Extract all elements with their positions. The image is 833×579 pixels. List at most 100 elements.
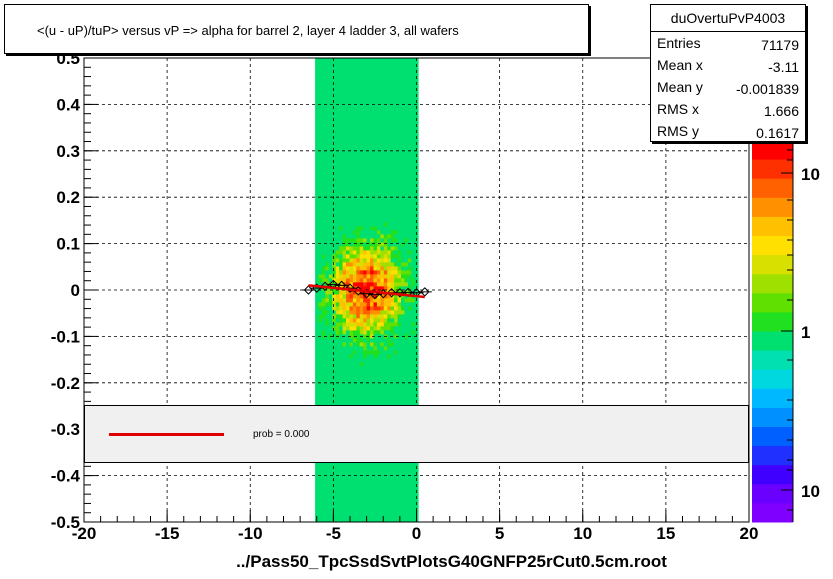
heatmap-cell [390,390,395,395]
heatmap-cell [383,214,388,219]
heatmap-cell [352,258,357,263]
heatmap-cell [318,326,323,331]
heatmap-cell [356,506,361,511]
heatmap-cell [376,486,381,491]
heatmap-cell [390,94,395,99]
heatmap-cell [366,74,371,79]
heatmap-cell [356,218,361,223]
heatmap-cell [411,502,416,507]
heatmap-cell [328,90,333,95]
heatmap-cell [321,74,326,79]
y-tick-label: 0.2 [56,188,80,207]
heatmap-cell [407,330,412,335]
heatmap-cell [414,186,419,191]
heatmap-cell [359,294,364,299]
heatmap-cell [332,370,337,375]
heatmap-cell [359,122,364,127]
heatmap-cell [397,498,402,503]
heatmap-cell [349,518,354,523]
heatmap-cell [363,58,368,63]
heatmap-cell [356,478,361,483]
heatmap-cell [318,146,323,151]
heatmap-cell [315,358,319,363]
heatmap-cell [349,314,354,319]
heatmap-cell [366,90,371,95]
heatmap-cell [356,350,361,355]
heatmap-cell [366,106,371,111]
heatmap-cell [363,110,368,115]
heatmap-cell [407,154,412,159]
heatmap-cell [376,170,381,175]
heatmap-cell [400,266,405,271]
heatmap-cell [404,178,409,183]
colorbar-swatch [752,197,793,217]
heatmap-cell [383,282,388,287]
heatmap-cell [342,290,347,295]
heatmap-cell [349,390,354,395]
heatmap-cell [356,186,361,191]
heatmap-cell [346,370,350,375]
heatmap-cell [339,226,343,231]
heatmap-cell [394,214,398,219]
heatmap-cell [346,202,350,207]
heatmap-cell [335,462,340,467]
y-tick-label: 0 [71,281,80,300]
heatmap-cell [332,170,337,175]
heatmap-cell [325,278,330,283]
heatmap-cell [370,62,374,67]
heatmap-cell [366,322,371,327]
heatmap-cell [394,230,398,235]
heatmap-cell [332,122,337,127]
heatmap-cell [352,402,357,407]
heatmap-cell [373,166,378,171]
heatmap-cell [342,130,347,135]
heatmap-cell [342,198,347,203]
heatmap-cell [356,398,361,403]
heatmap-cell [383,342,388,347]
heatmap-cell [356,194,361,199]
heatmap-cell [411,378,416,383]
heatmap-cell [400,126,405,131]
heatmap-cell [359,238,364,243]
heatmap-cell [321,130,326,135]
heatmap-cell [346,338,350,343]
heatmap-cell [414,306,419,311]
heatmap-cell [342,498,347,503]
heatmap-cell [411,486,416,491]
heatmap-cell [366,206,371,211]
heatmap-cell [318,178,323,183]
heatmap-cell [332,266,337,271]
heatmap-cell [321,274,326,279]
heatmap-cell [352,350,357,355]
heatmap-cell [383,382,388,387]
heatmap-cell [318,58,323,63]
heatmap-cell [380,466,385,471]
heatmap-cell [404,514,409,519]
heatmap-cell [328,138,333,143]
heatmap-cell [346,398,350,403]
heatmap-cell [318,70,323,75]
heatmap-cell [380,122,385,127]
heatmap-cell [335,374,340,379]
heatmap-cell [407,94,412,99]
heatmap-cell [359,462,364,467]
stats-value: 1.666 [763,103,799,119]
heatmap-cell [404,170,409,175]
heatmap-cell [321,118,326,123]
heatmap-cell [380,262,385,267]
heatmap-cell [366,478,371,483]
heatmap-cell [380,158,385,163]
heatmap-cell [346,334,350,339]
heatmap-cell [349,354,354,359]
heatmap-cell [328,182,333,187]
heatmap-cell [376,286,381,291]
heatmap-cell [332,366,337,371]
heatmap-cell [352,162,357,167]
heatmap-cell [366,110,371,115]
heatmap-cell [366,202,371,207]
heatmap-cell [359,302,364,307]
heatmap-cell [325,350,330,355]
heatmap-cell [400,354,405,359]
heatmap-cell [400,346,405,351]
heatmap-cell [376,462,381,467]
